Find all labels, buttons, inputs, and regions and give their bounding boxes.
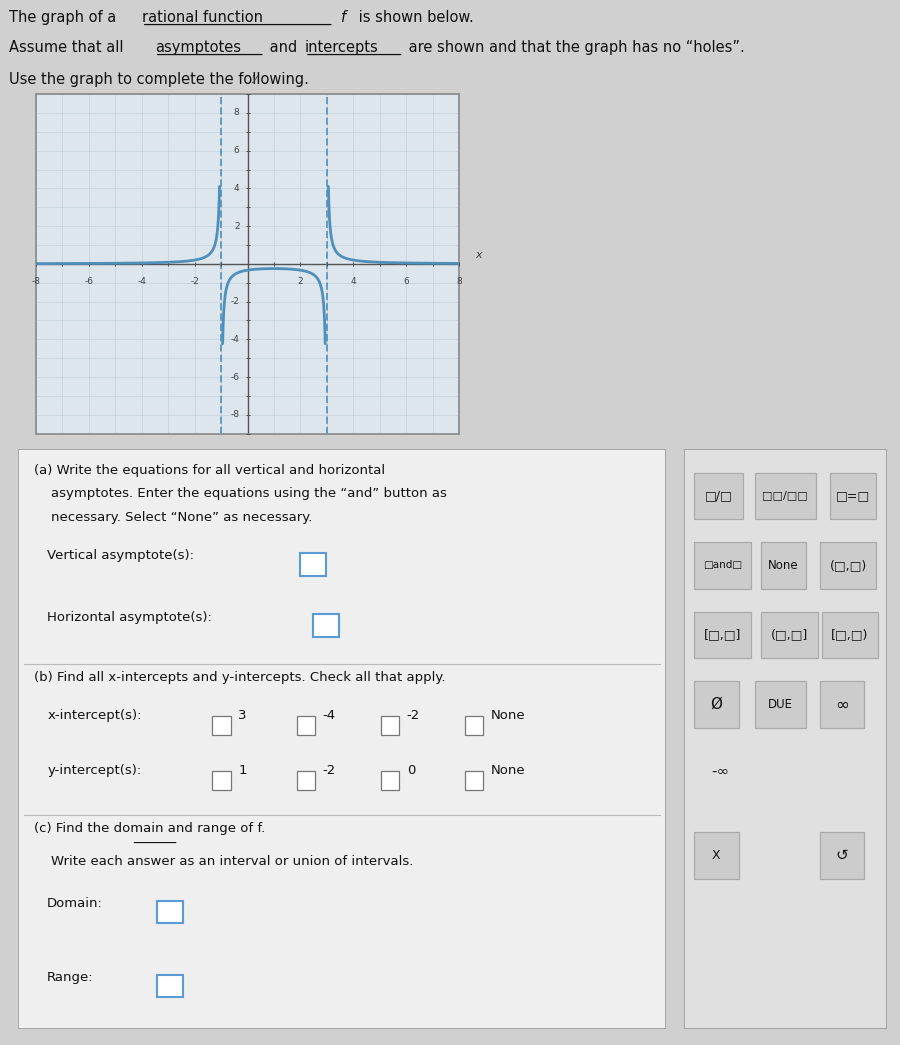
Text: ∞: ∞ xyxy=(835,696,849,714)
Text: and: and xyxy=(265,40,302,55)
Text: asymptotes: asymptotes xyxy=(155,40,241,55)
Text: Write each answer as an interval or union of intervals.: Write each answer as an interval or unio… xyxy=(34,855,414,868)
Text: None: None xyxy=(768,559,798,572)
Text: -2: -2 xyxy=(322,764,336,777)
Text: rational function: rational function xyxy=(141,10,263,25)
Text: -2: -2 xyxy=(190,277,199,286)
Text: None: None xyxy=(491,764,526,777)
Text: 6: 6 xyxy=(234,146,239,155)
Text: 6: 6 xyxy=(403,277,409,286)
Text: 8: 8 xyxy=(456,277,462,286)
Bar xyxy=(158,901,184,923)
Text: Vertical asymptote(s):: Vertical asymptote(s): xyxy=(47,549,194,562)
Text: -8: -8 xyxy=(230,411,239,419)
Text: □/□: □/□ xyxy=(705,489,733,503)
Text: (□,□): (□,□) xyxy=(830,559,867,572)
Bar xyxy=(212,771,230,790)
Bar xyxy=(694,832,739,879)
Text: asymptotes. Enter the equations using the “and” button as: asymptotes. Enter the equations using th… xyxy=(34,487,447,501)
Text: ↺: ↺ xyxy=(835,847,849,863)
Text: -8: -8 xyxy=(32,277,40,286)
Bar xyxy=(694,542,751,588)
Bar xyxy=(755,472,815,519)
Bar xyxy=(297,771,315,790)
Bar xyxy=(694,611,751,658)
Text: intercepts: intercepts xyxy=(305,40,379,55)
Text: The graph of a: The graph of a xyxy=(9,10,121,25)
Text: [□,□): [□,□) xyxy=(832,628,868,642)
Bar xyxy=(694,472,742,519)
Bar xyxy=(465,771,483,790)
Bar xyxy=(755,681,806,727)
Text: 2: 2 xyxy=(298,277,303,286)
Bar xyxy=(158,975,184,997)
Bar xyxy=(822,611,878,658)
Text: None: None xyxy=(491,709,526,722)
Text: DUE: DUE xyxy=(768,698,793,711)
Text: 2: 2 xyxy=(234,222,239,231)
Text: 3: 3 xyxy=(238,709,247,722)
Text: 0: 0 xyxy=(407,764,415,777)
Bar xyxy=(465,716,483,735)
Text: x-intercept(s):: x-intercept(s): xyxy=(47,709,141,722)
Text: (□,□]: (□,□] xyxy=(770,628,808,642)
Bar xyxy=(820,542,877,588)
Text: x: x xyxy=(475,250,482,260)
Text: 1: 1 xyxy=(238,764,247,777)
Text: 4: 4 xyxy=(350,277,356,286)
Text: 8: 8 xyxy=(234,109,239,117)
Text: -6: -6 xyxy=(85,277,94,286)
Bar xyxy=(381,771,399,790)
Bar xyxy=(761,542,806,588)
Text: f: f xyxy=(341,10,346,25)
Bar xyxy=(297,716,315,735)
Text: -2: -2 xyxy=(230,297,239,306)
Text: -2: -2 xyxy=(407,709,420,722)
Text: y-intercept(s):: y-intercept(s): xyxy=(47,764,141,777)
Text: Use the graph to complete the following.: Use the graph to complete the following. xyxy=(9,72,309,87)
Text: X: X xyxy=(712,849,721,862)
Text: 4: 4 xyxy=(234,184,239,193)
Text: are shown and that the graph has no “holes”.: are shown and that the graph has no “hol… xyxy=(403,40,744,55)
Bar xyxy=(212,716,230,735)
Text: is shown below.: is shown below. xyxy=(354,10,473,25)
Text: -4: -4 xyxy=(138,277,146,286)
Text: (c) Find the domain and range of f.: (c) Find the domain and range of f. xyxy=(34,821,266,835)
Text: Horizontal asymptote(s):: Horizontal asymptote(s): xyxy=(47,610,212,624)
Text: Domain:: Domain: xyxy=(47,897,103,910)
Bar xyxy=(313,614,338,637)
Text: (a) Write the equations for all vertical and horizontal: (a) Write the equations for all vertical… xyxy=(34,464,385,477)
Text: □□/□□: □□/□□ xyxy=(762,491,808,501)
Text: -6: -6 xyxy=(230,373,239,381)
Text: y: y xyxy=(251,73,258,83)
Bar xyxy=(694,681,739,727)
Text: necessary. Select “None” as necessary.: necessary. Select “None” as necessary. xyxy=(34,511,312,525)
Text: -4: -4 xyxy=(230,334,239,344)
Bar xyxy=(300,553,326,576)
Bar xyxy=(830,472,877,519)
Bar xyxy=(381,716,399,735)
Text: [□,□]: [□,□] xyxy=(704,628,742,642)
Bar xyxy=(761,611,818,658)
Text: □=□: □=□ xyxy=(836,489,870,503)
Text: Range:: Range: xyxy=(47,972,94,984)
Text: (b) Find all x-intercepts and y-intercepts. Check all that apply.: (b) Find all x-intercepts and y-intercep… xyxy=(34,671,446,683)
Text: □and□: □and□ xyxy=(703,560,742,571)
Text: Assume that all: Assume that all xyxy=(9,40,128,55)
Bar xyxy=(820,681,864,727)
Text: -4: -4 xyxy=(322,709,336,722)
Text: -∞: -∞ xyxy=(711,764,730,779)
Bar xyxy=(820,832,864,879)
Text: Ø: Ø xyxy=(710,697,723,712)
